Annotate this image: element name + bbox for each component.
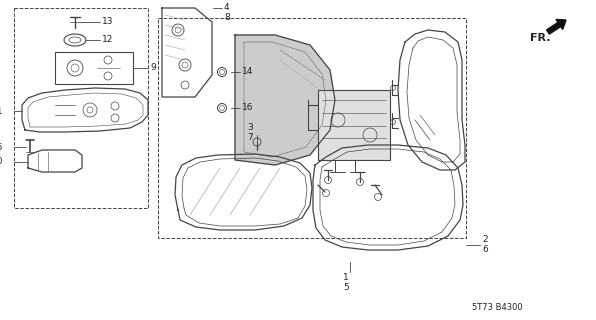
Bar	[318, 90, 390, 160]
Text: 3: 3	[247, 124, 253, 132]
Text: 11: 11	[0, 107, 3, 116]
Text: 15: 15	[0, 142, 3, 151]
FancyArrow shape	[547, 20, 566, 34]
Text: 10: 10	[0, 157, 3, 166]
Text: 13: 13	[102, 18, 113, 27]
Text: 9: 9	[150, 63, 156, 73]
Polygon shape	[235, 35, 335, 165]
Text: 8: 8	[224, 12, 229, 21]
Text: 7: 7	[247, 133, 253, 142]
Text: 5: 5	[343, 283, 349, 292]
Bar	[158, 18, 466, 238]
Bar	[14, 8, 148, 208]
Text: 2: 2	[482, 236, 488, 244]
Text: 5T73 B4300: 5T73 B4300	[472, 303, 523, 313]
Text: 14: 14	[242, 68, 253, 76]
Text: 6: 6	[482, 245, 488, 254]
Text: 4: 4	[224, 4, 229, 12]
Bar	[55, 52, 133, 84]
Text: FR.: FR.	[530, 33, 551, 43]
Text: 12: 12	[102, 36, 113, 44]
Text: 1: 1	[343, 274, 349, 283]
Text: 16: 16	[242, 103, 253, 113]
